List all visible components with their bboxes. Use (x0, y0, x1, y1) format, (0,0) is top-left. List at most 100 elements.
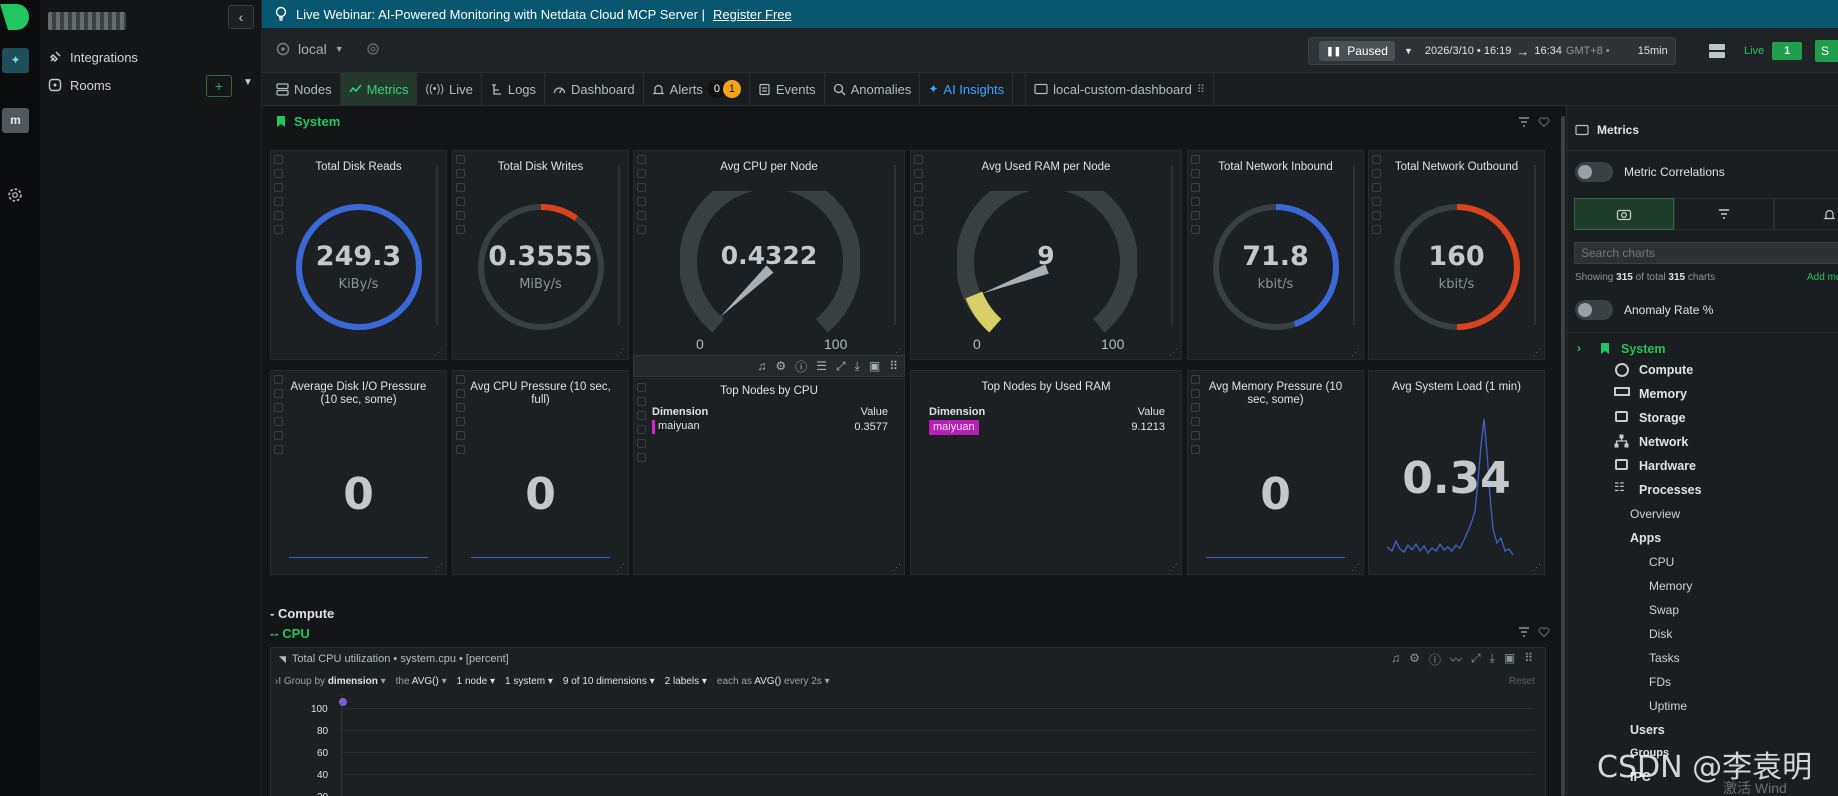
resize-handle-icon[interactable]: ⋰ (616, 347, 625, 357)
tab-filters[interactable] (1674, 198, 1774, 230)
tree-item-apps-cpu[interactable]: CPU (1649, 555, 1675, 569)
bell-icon[interactable]: ♫ (757, 359, 767, 373)
tree-item-apps-memory[interactable]: Memory (1649, 579, 1693, 593)
tab-charts-index[interactable] (1574, 198, 1674, 230)
live-nodes-indicator[interactable]: Live 1 (1708, 42, 1803, 60)
tree-item-apps-disk[interactable]: Disk (1649, 627, 1673, 641)
tab-alerts-panel[interactable] (1774, 198, 1838, 230)
tab-anomalies[interactable]: Anomalies (825, 73, 921, 105)
scrollbar-thumb[interactable] (1561, 116, 1565, 796)
resize-handle-icon[interactable]: ⋰ (1351, 562, 1360, 572)
aggregation-selector[interactable]: the AVG() ▾ (395, 675, 447, 687)
add-more-link[interactable]: Add mo (1807, 272, 1838, 283)
chart-card-disk-writes[interactable]: Total Disk Writes 0.3555 MiBy/s ⋰ (452, 150, 629, 360)
info-icon[interactable]: ⓘ (1428, 653, 1441, 667)
sidebar-item-integrations[interactable]: Integrations (48, 47, 138, 67)
filter-icon[interactable] (1518, 626, 1530, 638)
tab-ai-insights[interactable]: ✦ AI Insights (920, 73, 1014, 105)
space-button-m[interactable]: m (2, 108, 29, 133)
labels-filter[interactable]: 2 labels ▾ (664, 675, 707, 687)
tree-item-apps-tasks[interactable]: Tasks (1649, 651, 1680, 665)
download-icon[interactable]: ⤓ (854, 358, 860, 373)
save-icon[interactable]: ▣ (868, 359, 881, 373)
tree-item-apps-fds[interactable]: FDs (1649, 675, 1671, 689)
tab-alerts[interactable]: Alerts 0 1 (644, 73, 750, 105)
expand-icon[interactable]: ⤢ (835, 358, 846, 373)
settings-icon[interactable] (366, 42, 380, 56)
tree-item-hardware[interactable]: Hardware (1639, 459, 1696, 473)
resize-handle-icon[interactable]: ⋰ (892, 562, 901, 572)
sidebar-item-rooms[interactable]: Rooms (48, 75, 111, 95)
drag-handle-icon[interactable]: ⠿ (1196, 83, 1205, 96)
tab-metrics[interactable]: Metrics (340, 73, 418, 105)
settings-sliders-icon[interactable]: ⚙ (1409, 651, 1420, 665)
time-aggregation-selector[interactable]: each as AVG() every 2s ▾ (716, 675, 830, 687)
chart-card-avg-ram[interactable]: Avg Used RAM per Node 9 0 100 ⋰ (910, 150, 1182, 360)
filter-icon[interactable] (1518, 116, 1530, 128)
tree-item-apps[interactable]: Apps (1630, 531, 1662, 545)
chart-card-system-load[interactable]: Avg System Load (1 min) 0.34 ⋰ (1368, 370, 1545, 575)
chart-card-avg-cpu[interactable]: Avg CPU per Node 0.4322 0 100 ⋰ (633, 150, 905, 360)
list-icon[interactable]: ☰ (816, 359, 827, 373)
time-range-picker[interactable]: ❚❚ Paused ▼ 2026/3/10 • 16:19 → 16:34 GM… (1308, 37, 1676, 65)
anomaly-rate-toggle[interactable] (1575, 300, 1613, 320)
subsection-cpu-heading[interactable]: -- CPU (270, 626, 310, 641)
resize-handle-icon[interactable]: ⋰ (1169, 562, 1178, 572)
section-system-heading[interactable]: System (276, 114, 340, 129)
register-free-link[interactable]: Register Free (712, 6, 792, 22)
sign-in-button[interactable]: S (1815, 40, 1838, 62)
tree-item-memory[interactable]: Memory (1639, 387, 1687, 401)
bell-icon[interactable]: ♫ (1391, 651, 1401, 665)
chart-card-top-cpu[interactable]: Top Nodes by CPU Dimension Value maiyuan… (633, 378, 905, 575)
tree-item-compute[interactable]: Compute (1639, 363, 1694, 377)
heart-icon[interactable] (1538, 116, 1550, 128)
chart-card-cpu-pressure[interactable]: Avg CPU Pressure (10 sec, full) 0 ⋰ (452, 370, 629, 575)
pause-toggle-button[interactable]: ❚❚ Paused (1319, 41, 1395, 61)
drag-handle-icon[interactable]: ⠿ (889, 359, 898, 373)
section-compute-heading[interactable]: - Compute (270, 606, 335, 621)
chart-card-top-ram[interactable]: Top Nodes by Used RAM Dimension Value ma… (910, 370, 1182, 575)
space-button-active[interactable]: ✦ (2, 48, 29, 73)
tab-logs[interactable]: Logs (482, 73, 546, 105)
tree-item-users[interactable]: Users (1630, 723, 1665, 737)
settings-sliders-icon[interactable]: ⚙ (775, 359, 787, 373)
tree-item-storage[interactable]: Storage (1639, 411, 1686, 425)
resize-handle-icon[interactable]: ⋰ (434, 347, 443, 357)
tab-events[interactable]: Events (750, 73, 825, 105)
tab-live[interactable]: ((•)) Live (417, 73, 482, 105)
download-icon[interactable]: ⤓ (1489, 651, 1495, 665)
nodes-filter[interactable]: 1 node ▾ (456, 675, 496, 687)
tab-dashboard[interactable]: Dashboard (545, 73, 644, 105)
room-selector[interactable]: local ▼ (276, 41, 380, 57)
netdata-logo-icon[interactable] (0, 2, 30, 32)
info-icon[interactable]: ⓘ (795, 359, 808, 374)
line-chart-icon[interactable]: 〰 (1449, 653, 1462, 667)
search-charts-input[interactable] (1574, 242, 1838, 264)
resize-handle-icon[interactable]: ⋰ (434, 562, 443, 572)
chevron-down-icon[interactable]: ▼ (1404, 46, 1413, 56)
chart-card-disk-reads[interactable]: Total Disk Reads 249.3 KiBy/s ⋰ (270, 150, 447, 360)
group-by-label[interactable]: ›I Group by dimension ▾ (275, 675, 386, 687)
chart-card-mem-pressure[interactable]: Avg Memory Pressure (10 sec, some) 0 ⋰ (1187, 370, 1364, 575)
tab-custom-dashboard[interactable]: local-custom-dashboard ⠿ (1025, 73, 1214, 105)
heart-icon[interactable] (1538, 626, 1550, 638)
gear-icon[interactable] (6, 186, 24, 204)
chevron-down-icon[interactable]: ▼ (243, 77, 253, 88)
resize-handle-icon[interactable]: ⋰ (1532, 562, 1541, 572)
systems-filter[interactable]: 1 system ▾ (505, 675, 553, 687)
tree-item-apps-uptime[interactable]: Uptime (1649, 699, 1688, 713)
chart-plot-area[interactable] (339, 694, 1535, 796)
chart-card-net-inbound[interactable]: Total Network Inbound 71.8 kbit/s ⋰ (1187, 150, 1364, 360)
tree-item-apps-swap[interactable]: Swap (1649, 603, 1680, 617)
dimensions-filter[interactable]: 9 of 10 dimensions ▾ (562, 675, 655, 687)
resize-handle-icon[interactable]: ⋰ (892, 347, 901, 357)
chevron-right-icon[interactable]: › (1577, 341, 1581, 355)
resize-handle-icon[interactable]: ⋰ (1169, 347, 1178, 357)
main-scrollbar[interactable] (1560, 106, 1566, 796)
tree-item-processes[interactable]: Processes (1639, 483, 1702, 497)
tree-item-system[interactable]: System (1621, 342, 1666, 356)
metric-correlations-toggle[interactable] (1575, 162, 1613, 182)
chart-card-disk-pressure[interactable]: Average Disk I/O Pressure (10 sec, some)… (270, 370, 447, 575)
resize-handle-icon[interactable]: ⋰ (1351, 347, 1360, 357)
tab-nodes[interactable]: Nodes (268, 73, 341, 105)
